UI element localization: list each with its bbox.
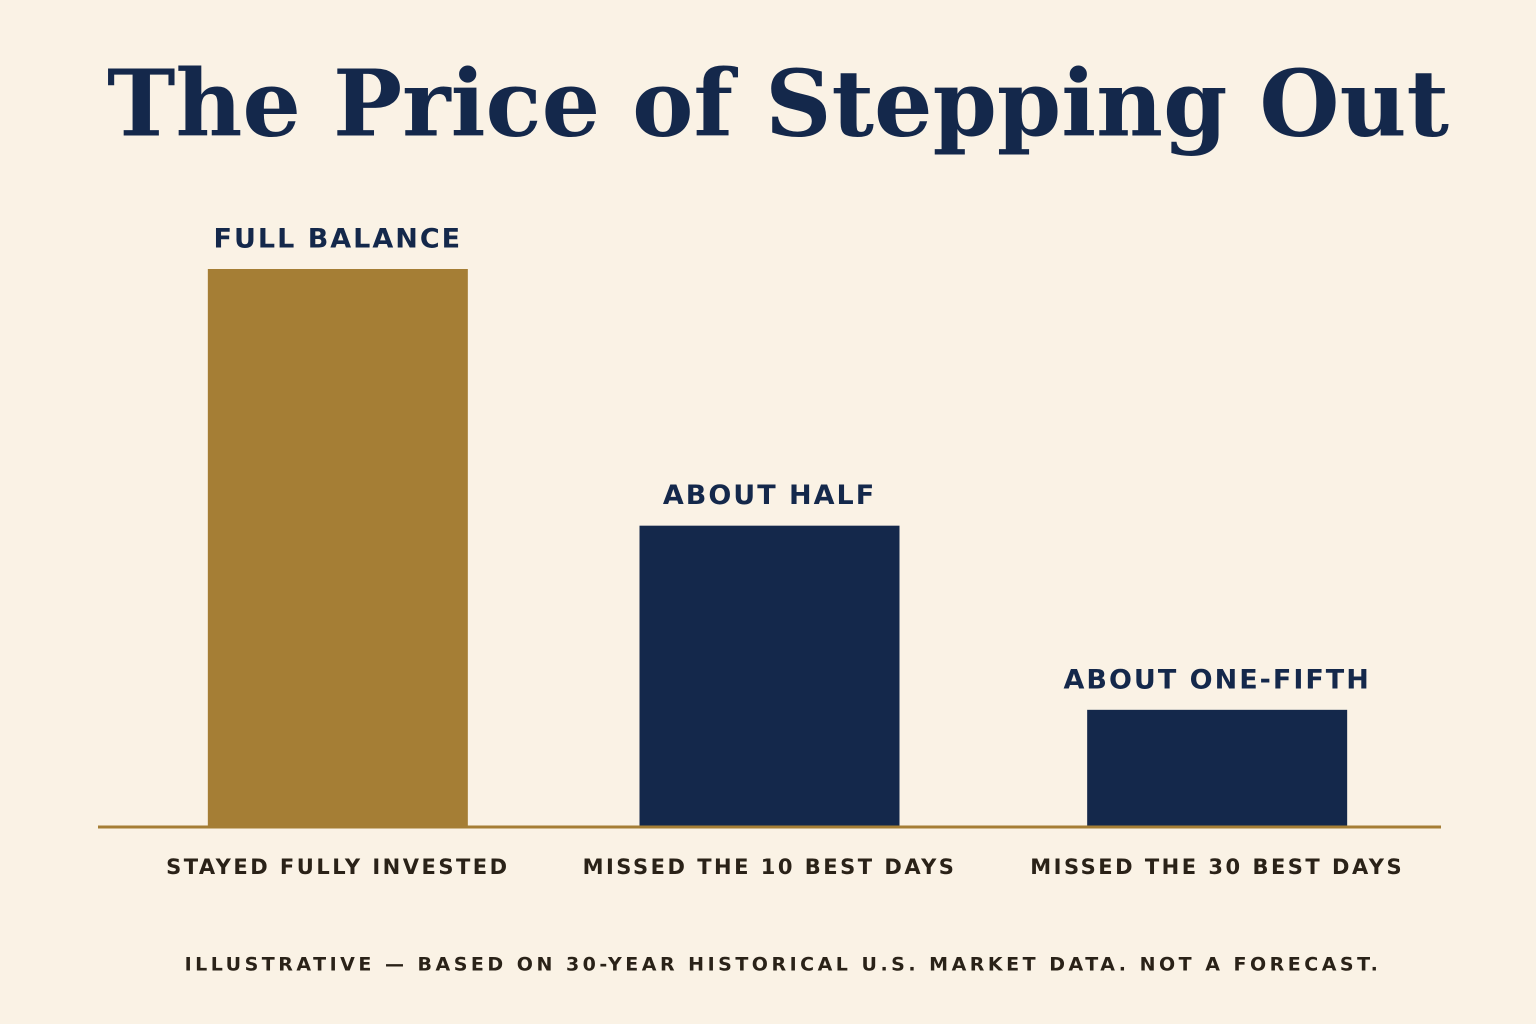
bar <box>207 269 468 827</box>
value-label: ABOUT HALF <box>663 480 876 511</box>
x-tick-label: MISSED THE 30 BEST DAYS <box>1030 855 1404 879</box>
footnote: ILLUSTRATIVE — BASED ON 30-YEAR HISTORIC… <box>185 954 1382 976</box>
bar <box>639 525 900 827</box>
value-label: ABOUT ONE-FIFTH <box>1064 664 1371 695</box>
value-label: FULL BALANCE <box>214 224 463 255</box>
bar <box>1087 709 1348 827</box>
x-tick-label: STAYED FULLY INVESTED <box>166 855 509 879</box>
chart-title: The Price of Stepping Out <box>107 50 1449 158</box>
x-tick-label: MISSED THE 10 BEST DAYS <box>583 855 957 879</box>
